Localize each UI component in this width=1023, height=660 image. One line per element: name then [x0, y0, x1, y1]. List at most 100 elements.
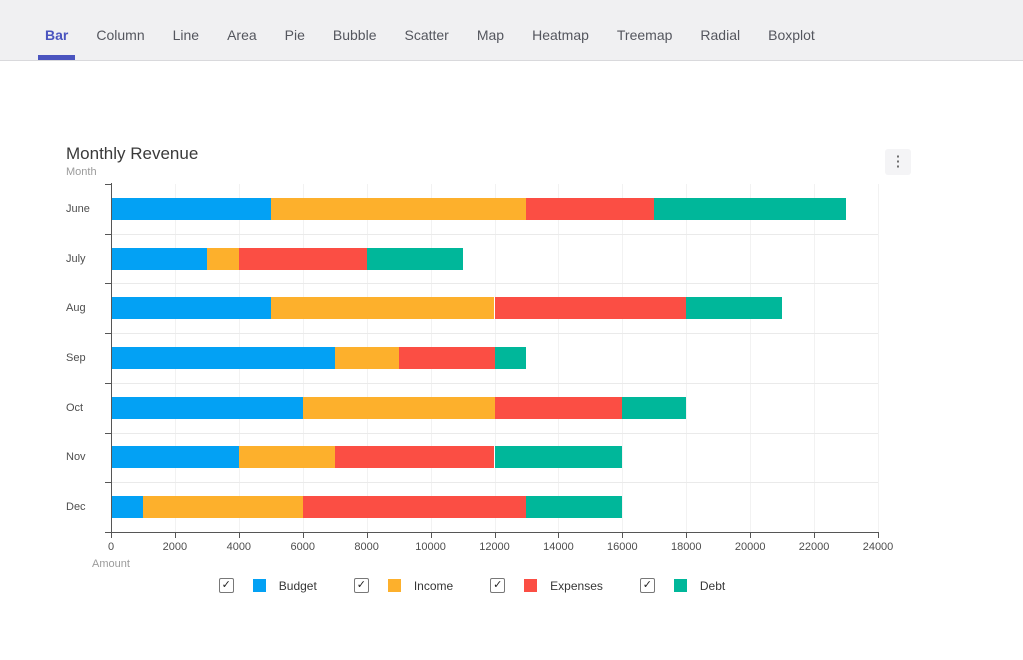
- tab-bubble[interactable]: Bubble: [332, 26, 377, 43]
- legend-item-income[interactable]: ✓ Income: [353, 578, 454, 593]
- x-axis-tick-label: 4000: [226, 541, 252, 553]
- x-gridline: [878, 184, 879, 532]
- y-axis-label-june: June: [66, 202, 90, 215]
- row-gridline: [111, 233, 878, 235]
- x-axis-tick: [366, 532, 368, 538]
- x-axis-title: Amount: [92, 558, 130, 570]
- bar-segment-budget-dec: [111, 496, 143, 519]
- y-axis-line: [111, 183, 112, 532]
- tab-map[interactable]: Map: [476, 26, 505, 43]
- y-axis-tick: [105, 333, 111, 335]
- x-axis-tick-label: 14000: [543, 541, 574, 553]
- x-axis-tick-label: 10000: [415, 541, 446, 553]
- legend-item-budget[interactable]: ✓ Budget: [218, 578, 317, 593]
- bar-segment-debt-nov: [494, 446, 623, 469]
- bar-segment-budget-aug: [111, 297, 271, 320]
- bar-segment-income-nov: [238, 446, 335, 469]
- x-axis-tick-label: 20000: [734, 541, 766, 553]
- legend-checkbox-income[interactable]: ✓: [353, 578, 369, 593]
- x-axis-tick-label: 2000: [162, 541, 188, 553]
- x-axis-tick: [750, 532, 752, 538]
- x-axis-tick: [494, 532, 496, 538]
- bar-segment-budget-nov: [111, 446, 239, 469]
- bar-segment-expenses-sep: [398, 347, 495, 369]
- row-gridline: [111, 333, 878, 335]
- y-axis-tick: [105, 432, 111, 434]
- x-axis-tick: [238, 532, 240, 538]
- chart-type-tabs: Bar Column Line Area Pie Bubble Scatter Map Heat…: [0, 0, 1023, 61]
- y-axis-label-sep: Sep: [66, 352, 86, 364]
- x-axis-tick: [111, 532, 112, 538]
- legend-label-income: Income: [413, 578, 454, 593]
- x-axis-tick: [558, 532, 560, 538]
- y-axis-label-july: July: [66, 252, 86, 265]
- legend-swatch-expenses: [524, 579, 538, 592]
- chart-legend: ✓ Budget ✓ Income ✓ Expenses ✓ Debt: [66, 578, 878, 593]
- bar-segment-budget-oct: [111, 396, 303, 419]
- x-gridline: [814, 184, 816, 532]
- legend-swatch-debt: [673, 579, 687, 592]
- bar-segment-expenses-nov: [334, 446, 495, 469]
- bar-segment-debt-oct: [622, 396, 687, 419]
- legend-label-expenses: Expenses: [550, 578, 603, 593]
- x-axis-tick-label: 16000: [607, 541, 638, 553]
- tab-line[interactable]: Line: [172, 26, 200, 43]
- legend-item-debt[interactable]: ✓ Debt: [639, 578, 726, 593]
- bar-segment-budget-june: [111, 197, 271, 220]
- legend-checkbox-budget[interactable]: ✓: [218, 578, 234, 593]
- row-gridline: [111, 482, 878, 484]
- bar-segment-expenses-july: [238, 247, 367, 270]
- bar-segment-debt-dec: [526, 496, 623, 519]
- y-axis-tick: [105, 382, 111, 384]
- x-axis-tick: [302, 532, 304, 538]
- x-axis-tick-label: 0: [107, 541, 115, 553]
- y-axis-tick: [105, 283, 111, 285]
- legend-swatch-income: [387, 579, 401, 592]
- chart-title: Monthly Revenue: [66, 144, 199, 163]
- x-axis-tick-label: 8000: [354, 541, 379, 553]
- y-axis-tick: [105, 482, 111, 484]
- tab-boxplot[interactable]: Boxplot: [768, 26, 815, 43]
- tab-column[interactable]: Column: [96, 26, 145, 43]
- tab-scatter[interactable]: Scatter: [404, 26, 449, 43]
- legend-checkbox-expenses[interactable]: ✓: [490, 578, 506, 593]
- bar-segment-income-oct: [302, 396, 495, 419]
- x-axis-tick: [430, 532, 432, 538]
- bar-segment-expenses-oct: [494, 396, 623, 419]
- tab-heatmap[interactable]: Heatmap: [532, 26, 589, 43]
- tab-bar[interactable]: Bar: [37, 0, 76, 60]
- bar-segment-debt-july: [366, 247, 463, 270]
- row-gridline: [111, 382, 878, 384]
- legend-label-debt: Debt: [699, 578, 726, 593]
- bar-segment-debt-aug: [686, 297, 783, 320]
- y-axis-label-oct: Oct: [66, 401, 84, 414]
- x-axis-tick: [174, 532, 176, 538]
- x-axis-tick-label: 6000: [290, 541, 315, 553]
- y-axis-tick: [105, 184, 111, 185]
- y-axis-label-nov: Nov: [66, 451, 86, 464]
- bar-segment-expenses-june: [526, 197, 655, 220]
- tab-treemap[interactable]: Treemap: [616, 26, 673, 43]
- y-axis-label-aug: Aug: [66, 302, 86, 315]
- y-axis-tick: [105, 233, 111, 235]
- chart-menu-button[interactable]: ⋮: [885, 149, 911, 175]
- bar-segment-income-dec: [142, 496, 303, 519]
- x-axis-tick-label: 24000: [862, 541, 894, 553]
- x-gridline: [558, 184, 560, 532]
- x-axis-tick-label: 12000: [479, 541, 510, 553]
- bar-segment-budget-july: [111, 247, 207, 270]
- bar-segment-expenses-aug: [494, 297, 687, 320]
- legend-item-expenses[interactable]: ✓ Expenses: [490, 578, 603, 593]
- x-axis-tick-label: 18000: [670, 541, 702, 553]
- x-gridline: [686, 184, 688, 532]
- row-gridline: [111, 283, 878, 285]
- legend-checkbox-debt[interactable]: ✓: [639, 578, 655, 593]
- bar-segment-income-july: [206, 247, 239, 270]
- bar-segment-income-sep: [334, 347, 399, 369]
- row-gridline: [111, 432, 878, 434]
- bar-segment-budget-sep: [111, 347, 335, 369]
- tab-pie[interactable]: Pie: [284, 26, 305, 43]
- tab-radial[interactable]: Radial: [700, 26, 741, 43]
- bar-segment-income-june: [270, 197, 527, 220]
- tab-area[interactable]: Area: [227, 26, 257, 43]
